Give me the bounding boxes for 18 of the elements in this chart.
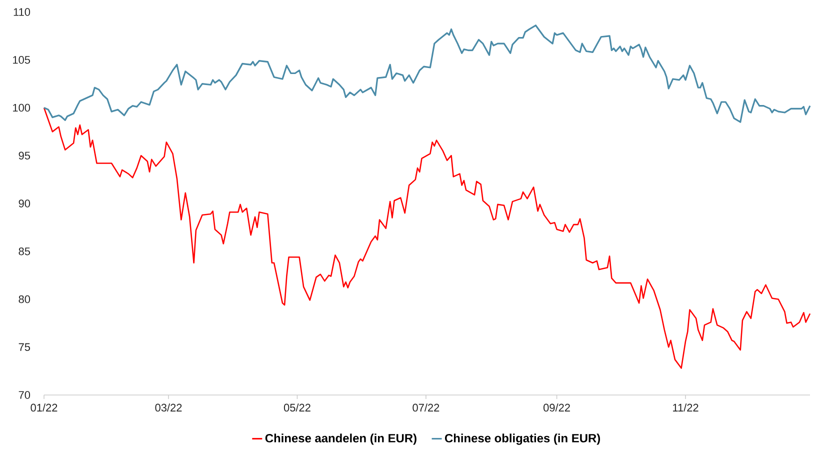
y-tick-label: 90 bbox=[18, 200, 30, 208]
y-tick-label: 80 bbox=[18, 295, 30, 304]
y-tick-label: 75 bbox=[18, 343, 30, 351]
x-tick-label: 05/22 bbox=[284, 404, 310, 412]
y-tick-label: 70 bbox=[18, 391, 30, 399]
y-tick-label: 100 bbox=[13, 104, 30, 112]
x-tick-label: 09/22 bbox=[543, 404, 570, 412]
y-tick-label: 105 bbox=[13, 56, 30, 64]
y-tick-label: 110 bbox=[14, 8, 30, 16]
y-tick-label: 95 bbox=[18, 152, 30, 160]
legend-label: Chinese obligaties (in EUR) bbox=[444, 434, 600, 445]
x-tick-label: 03/22 bbox=[155, 404, 182, 412]
x-tick-label: 07/22 bbox=[412, 404, 440, 412]
y-tick-label: 85 bbox=[18, 247, 30, 256]
line-series bbox=[43, 107, 811, 369]
x-tick-label: 01/22 bbox=[30, 404, 58, 412]
x-tick-label: 11/22 bbox=[673, 404, 698, 412]
legend-label: Chinese aandelen (in EUR) bbox=[265, 434, 416, 445]
